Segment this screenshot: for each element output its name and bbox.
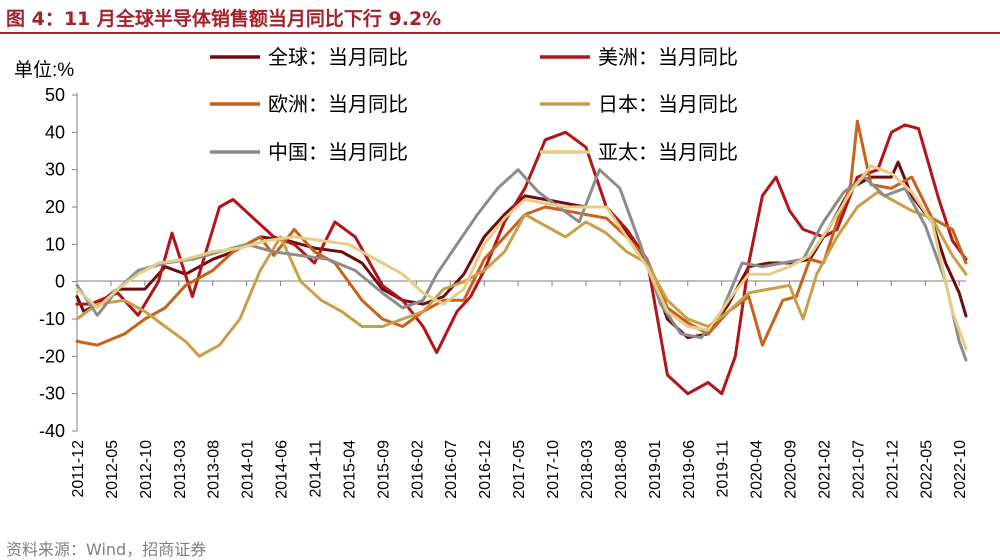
- series-layer: [75, 119, 968, 396]
- x-tick-label: 2015-09: [375, 440, 392, 499]
- y-tick-label: 0: [55, 272, 65, 292]
- series-line: [75, 164, 968, 351]
- x-tick-label: 2012-05: [104, 440, 121, 499]
- x-tick-label: 2021-07: [850, 440, 867, 499]
- y-tick-label: 30: [45, 160, 65, 180]
- y-tick-label: 40: [45, 122, 65, 142]
- x-tick-label: 2018-03: [579, 440, 596, 499]
- y-tick-label: -20: [39, 346, 65, 366]
- legend-label: 日本：当月同比: [598, 93, 738, 116]
- x-tick-label: 2011-12: [70, 440, 87, 498]
- y-tick-label: 50: [45, 85, 65, 105]
- x-tick-label: 2017-10: [545, 440, 562, 499]
- legend-label: 美洲：当月同比: [598, 46, 738, 69]
- x-tick-label: 2020-09: [783, 440, 800, 499]
- x-tick-label: 2019-11: [715, 440, 732, 498]
- x-tick-label: 2019-01: [647, 440, 664, 499]
- x-tick-label: 2018-08: [613, 440, 630, 499]
- figure-title: 图 4：11 月全球半导体销售额当月同比下行 9.2%: [6, 8, 442, 30]
- x-tick-label: 2016-12: [477, 440, 494, 499]
- y-tick-label: -40: [39, 421, 65, 441]
- x-tick-label: 2013-03: [172, 440, 189, 499]
- x-tick-label: 2012-10: [138, 440, 155, 499]
- legend-label: 全球：当月同比: [268, 46, 408, 69]
- x-tick-label: 2021-12: [884, 440, 901, 499]
- title-rule: [0, 32, 1000, 34]
- x-tick-label: 2019-06: [681, 440, 698, 499]
- x-tick-label: 2014-11: [308, 440, 325, 498]
- source-note: 资料来源：Wind，招商证券: [6, 540, 207, 559]
- y-tick-label: 20: [45, 197, 65, 217]
- x-tick-label: 2017-05: [511, 440, 528, 499]
- x-tick-label: 2021-02: [816, 440, 833, 499]
- x-tick-label: 2020-04: [749, 440, 766, 499]
- x-tick-label: 2015-04: [341, 440, 358, 499]
- x-tick-label: 2022-10: [952, 440, 969, 499]
- legend-label: 欧洲：当月同比: [268, 93, 408, 116]
- legend-label: 亚太：当月同比: [598, 141, 738, 164]
- x-tick-label: 2013-08: [206, 440, 223, 499]
- x-tick-label: 2016-02: [409, 440, 426, 499]
- y-tick-label: -30: [39, 384, 65, 404]
- series-line: [75, 160, 968, 340]
- y-tick-label: 10: [45, 234, 65, 254]
- x-tick-label: 2014-01: [240, 440, 257, 499]
- series-line: [75, 190, 968, 358]
- y-tick-label: -10: [39, 309, 65, 329]
- axes-layer: -40 -30 -20 -10 0 10 20 30 40 50 单位:% 2011-12 2012-0…: [14, 59, 969, 499]
- legend-label: 中国：当月同比: [268, 141, 408, 164]
- x-tick-label: 2016-07: [443, 440, 460, 499]
- y-axis-unit-label: 单位:%: [14, 59, 74, 81]
- x-tick-label: 2022-05: [918, 440, 935, 499]
- x-tick-label: 2014-06: [274, 440, 291, 499]
